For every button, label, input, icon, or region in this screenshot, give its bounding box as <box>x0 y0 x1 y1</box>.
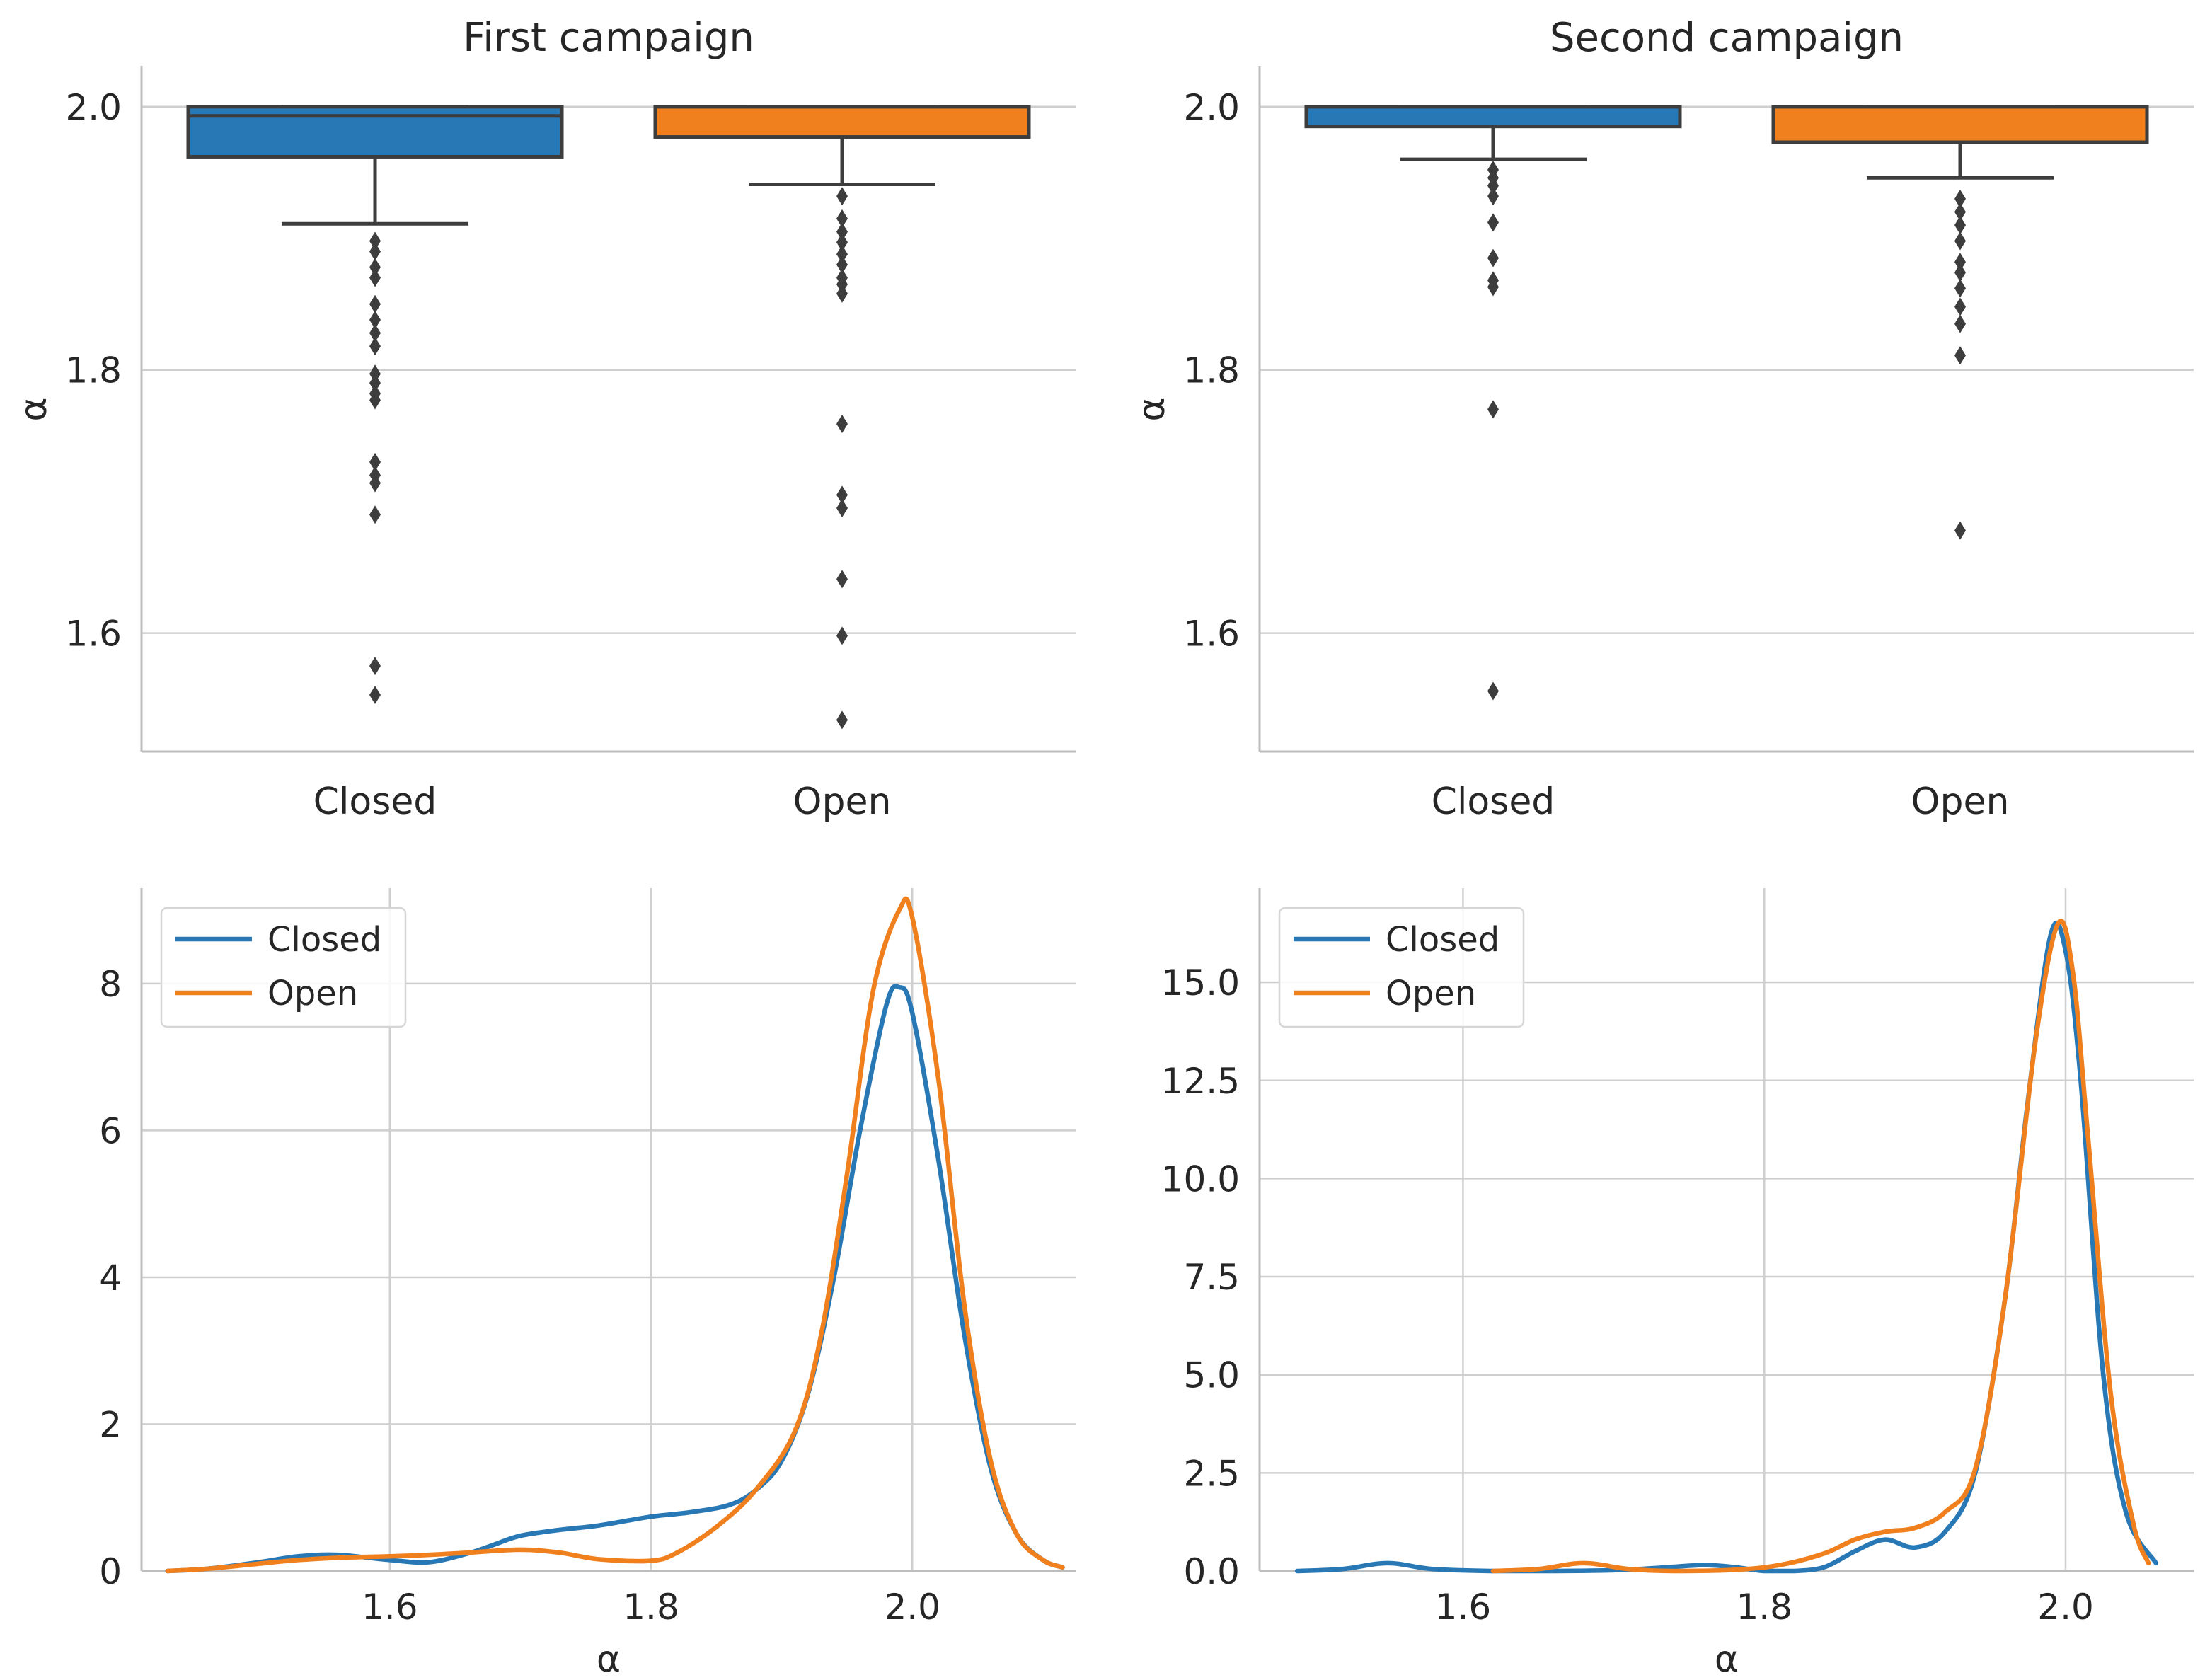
legend: Closed Open <box>1278 907 1525 1028</box>
outlier-point-open <box>836 485 848 505</box>
y-axis-label: α <box>1131 397 1173 421</box>
x-tick-label: 1.6 <box>362 1587 418 1628</box>
y-tick-label: 0.0 <box>1183 1551 1240 1592</box>
box-open <box>1771 105 2149 144</box>
x-tick-label: 1.6 <box>1435 1587 1492 1628</box>
xlabel-kde-second: α <box>1715 1638 1739 1680</box>
outlier-point-closed <box>369 323 381 343</box>
xlabel-kde-first: α <box>597 1638 621 1680</box>
outlier-point-closed <box>369 311 381 330</box>
x-tick-label-open: Open <box>1911 781 2010 823</box>
x-tick-label: 1.8 <box>623 1587 679 1628</box>
boxplot-second-campaign: Second campaign 1.6 1.8 2.0 α Closed Open <box>1131 15 2194 823</box>
outlier-point-open <box>836 414 848 433</box>
y-tick-label: 0 <box>99 1551 122 1592</box>
outlier-point-open <box>1954 189 1966 208</box>
outlier-point-closed <box>1487 681 1499 701</box>
outlier-point-closed <box>369 242 381 261</box>
y-tick-label: 1.6 <box>1183 614 1240 655</box>
kde-line-open <box>1490 919 2151 1574</box>
outlier-point-open <box>836 255 848 274</box>
outlier-point-closed <box>1487 187 1499 206</box>
x-tick-label-open: Open <box>793 781 892 823</box>
outlier-point-closed <box>369 294 381 313</box>
x-tick-label-closed: Closed <box>313 781 437 823</box>
legend-label-closed: Closed <box>267 920 381 960</box>
x-tick-label: 2.0 <box>884 1587 940 1628</box>
outlier-point-open <box>1954 314 1966 333</box>
outlier-point-open <box>836 209 848 228</box>
outlier-point-open <box>836 570 848 589</box>
y-tick-label: 2.5 <box>1183 1453 1240 1494</box>
outlier-point-open <box>836 222 848 241</box>
outlier-point-closed <box>1487 213 1499 232</box>
outlier-point-open <box>1954 202 1966 221</box>
y-tick-label: 8 <box>99 964 122 1005</box>
outlier-point-open <box>836 626 848 645</box>
outlier-point-closed <box>369 231 381 251</box>
outlier-point-closed <box>1487 248 1499 267</box>
outlier-point-closed <box>369 374 381 393</box>
kde-second-campaign: α 1.6 1.8 2.0 0.0 2.5 5.0 7.5 10.0 12.5 15.0 Close… <box>1161 888 2194 1680</box>
y-tick-label: 5.0 <box>1183 1355 1240 1396</box>
outlier-point-open <box>836 187 848 206</box>
y-tick-label: 10.0 <box>1161 1158 1240 1199</box>
y-tick-label: 2.0 <box>65 87 122 128</box>
outlier-point-closed <box>1487 271 1499 290</box>
outlier-point-closed <box>369 364 381 384</box>
outlier-point-open <box>1954 231 1966 251</box>
outlier-point-closed <box>1487 400 1499 419</box>
outlier-point-closed <box>369 686 381 705</box>
y-axis-label: α <box>13 397 55 421</box>
outlier-point-closed <box>1487 161 1499 180</box>
box-closed <box>1304 105 1682 129</box>
outlier-point-closed <box>369 384 381 403</box>
outlier-point-open <box>1954 216 1966 235</box>
outlier-point-closed <box>369 505 381 524</box>
x-tick-label-closed: Closed <box>1432 781 1555 823</box>
y-tick-label: 1.8 <box>65 350 122 391</box>
y-tick-label: 1.6 <box>65 614 122 655</box>
outlier-point-closed <box>369 337 381 356</box>
outlier-point-closed <box>369 452 381 471</box>
legend-label-closed: Closed <box>1386 920 1499 960</box>
y-tick-label: 2.0 <box>1183 87 1240 128</box>
outlier-point-closed <box>369 657 381 676</box>
outlier-point-open <box>836 233 848 252</box>
y-tick-label: 6 <box>99 1110 122 1151</box>
outlier-point-open <box>836 245 848 264</box>
outlier-point-closed <box>369 258 381 277</box>
outlier-point-open <box>1954 297 1966 316</box>
legend-label-open: Open <box>267 974 358 1013</box>
outlier-point-open <box>836 268 848 287</box>
outlier-point-open <box>836 710 848 730</box>
outlier-point-open <box>1954 279 1966 298</box>
outlier-point-open <box>836 498 848 517</box>
y-tick-label: 2 <box>99 1404 122 1445</box>
legend: Closed Open <box>160 907 407 1028</box>
kde-line-closed <box>165 984 1065 1574</box>
outlier-point-open <box>1954 263 1966 282</box>
boxplot-first-campaign: First campaign 1.6 1.8 2.0 α Closed Open <box>13 15 1076 823</box>
outlier-point-open <box>836 284 848 303</box>
outlier-point-closed <box>369 268 381 287</box>
y-tick-label: 7.5 <box>1183 1257 1240 1298</box>
kde-line-open <box>165 896 1065 1574</box>
y-tick-label: 12.5 <box>1161 1061 1240 1102</box>
y-tick-label: 4 <box>99 1258 122 1299</box>
y-tick-label: 15.0 <box>1161 962 1240 1003</box>
y-tick-label: 1.8 <box>1183 350 1240 391</box>
outlier-point-open <box>1954 253 1966 272</box>
title-second-campaign: Second campaign <box>1550 15 1904 61</box>
outlier-point-open <box>1954 346 1966 365</box>
legend-label-open: Open <box>1386 974 1476 1013</box>
title-first-campaign: First campaign <box>463 15 754 61</box>
outlier-point-open <box>1954 521 1966 540</box>
x-tick-label: 2.0 <box>2037 1587 2094 1628</box>
kde-first-campaign: α 1.6 1.8 2.0 0 2 4 6 8 Closed Open <box>99 888 1076 1680</box>
box-open <box>653 105 1031 139</box>
x-tick-label: 1.8 <box>1736 1587 1792 1628</box>
outlier-point-closed <box>369 466 381 485</box>
